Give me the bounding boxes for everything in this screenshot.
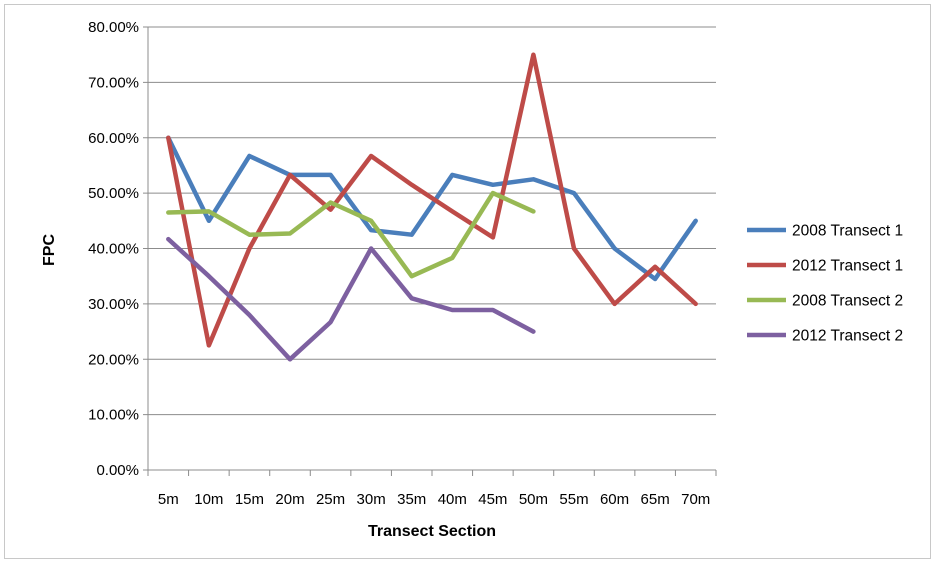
y-tick-label: 60.00% xyxy=(88,130,139,147)
x-tick-label: 55m xyxy=(559,491,588,508)
legend-label: 2012 Transect 2 xyxy=(792,328,903,345)
x-tick-label: 60m xyxy=(600,491,629,508)
series-line xyxy=(166,190,536,279)
series-line xyxy=(166,135,698,282)
x-tick-labels: 5m 10m 15m 20m 25m 30m 35m 40m 45m 50m 55m 60m 65m 70… xyxy=(158,491,710,508)
x-tick-label: 50m xyxy=(519,491,548,508)
x-tick-label: 65m xyxy=(641,491,670,508)
x-tick-label: 35m xyxy=(397,491,426,508)
series-line xyxy=(166,236,536,362)
y-axis-title: FPC xyxy=(41,234,58,266)
x-tick-label: 10m xyxy=(194,491,223,508)
y-tick-label: 0.00% xyxy=(96,462,139,479)
y-tick-labels: 0.00% 10.00% 20.00% 30.00% 40.00% 50.00% 60.00… xyxy=(88,19,139,479)
x-tick-label: 15m xyxy=(235,491,264,508)
x-tick-label: 70m xyxy=(681,491,710,508)
x-tick-label: 20m xyxy=(275,491,304,508)
y-tick-label: 70.00% xyxy=(88,74,139,91)
y-tick-label: 10.00% xyxy=(88,407,139,424)
legend-label: 2012 Transect 1 xyxy=(792,258,903,275)
x-tick-label: 30m xyxy=(357,491,386,508)
series-line xyxy=(166,52,698,348)
legend: 2008 Transect 1 2012 Transect 1 2008 Trans… xyxy=(747,223,903,345)
y-tick-label: 80.00% xyxy=(88,19,139,36)
legend-label: 2008 Transect 2 xyxy=(792,293,903,310)
x-tick-label: 45m xyxy=(478,491,507,508)
y-tick-label: 40.00% xyxy=(88,241,139,258)
y-tick-label: 30.00% xyxy=(88,296,139,313)
gridlines xyxy=(143,26,717,476)
series-lines xyxy=(166,52,698,362)
chart-frame xyxy=(4,4,931,559)
x-tick-label: 5m xyxy=(158,491,179,508)
y-tick-label: 20.00% xyxy=(88,351,139,368)
x-tick-label: 40m xyxy=(438,491,467,508)
legend-label: 2008 Transect 1 xyxy=(792,223,903,240)
x-tick-label: 25m xyxy=(316,491,345,508)
x-axis-title: Transect Section xyxy=(368,523,496,540)
y-tick-label: 50.00% xyxy=(88,185,139,202)
